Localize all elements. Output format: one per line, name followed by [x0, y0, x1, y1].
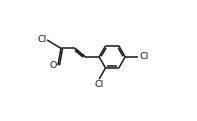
Text: Cl: Cl — [37, 35, 46, 44]
Text: Cl: Cl — [95, 80, 104, 89]
Text: Cl: Cl — [140, 52, 149, 61]
Text: O: O — [50, 61, 57, 70]
